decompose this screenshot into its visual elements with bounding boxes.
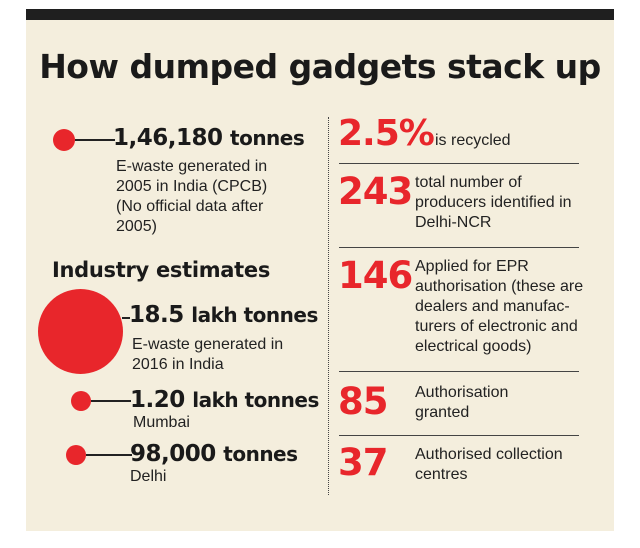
- cpcb-dot: [53, 129, 75, 151]
- india2016-description: E-waste generated in 2016 in India: [132, 335, 283, 375]
- epr-desc-line: turers of electronic and: [415, 318, 578, 335]
- mumbai-description: Mumbai: [133, 414, 190, 431]
- india2016-value: 18.5: [129, 302, 184, 328]
- producers-desc-line: producers identified in: [415, 194, 572, 211]
- epr-desc-line: Applied for EPR: [415, 258, 529, 275]
- mumbai-value: 1.20: [130, 387, 185, 413]
- producers-description: total number of producers identified in …: [415, 173, 572, 233]
- centres-stat: 37: [338, 441, 388, 484]
- india2016-leader: [122, 317, 130, 319]
- epr-desc-line: dealers and manufac-: [415, 298, 570, 315]
- cpcb-unit: tonnes: [230, 126, 305, 150]
- producers-desc-line: Delhi-NCR: [415, 214, 492, 231]
- india2016-dot: [38, 289, 123, 374]
- industry-estimates-heading: Industry estimates: [52, 258, 271, 282]
- epr-desc-line: authorisation (these are: [415, 278, 584, 295]
- delhi-figure: 98,000 tonnes: [130, 441, 298, 467]
- delhi-leader: [86, 454, 132, 456]
- centres-desc-line: Authorised collection: [415, 446, 563, 463]
- cpcb-figure: 1,46,180 tonnes: [113, 125, 305, 151]
- delhi-value: 98,000: [130, 441, 216, 467]
- granted-desc-line: Authorisation: [415, 384, 509, 401]
- granted-stat: 85: [338, 380, 388, 423]
- cpcb-desc-line: E-waste generated in: [116, 158, 268, 175]
- delhi-dot: [66, 445, 86, 465]
- granted-desc-line: granted: [415, 404, 470, 421]
- row-rule: [339, 163, 579, 164]
- cpcb-desc-line: 2005): [116, 218, 157, 235]
- recycled-stat: 2.5%: [338, 113, 435, 154]
- recycled-description: is recycled: [435, 132, 511, 149]
- granted-description: Authorisation granted: [415, 383, 508, 423]
- india2016-desc-line: 2016 in India: [132, 356, 224, 373]
- mumbai-figure: 1.20 lakh tonnes: [130, 387, 319, 413]
- india2016-figure: 18.5 lakh tonnes: [129, 302, 318, 328]
- cpcb-value: 1,46,180: [113, 125, 223, 151]
- infographic-card: How dumped gadgets stack up 1,46,180 ton…: [26, 9, 614, 531]
- producers-stat: 243: [338, 170, 413, 213]
- producers-desc-line: total number of: [415, 174, 522, 191]
- mumbai-unit: lakh tonnes: [192, 388, 319, 412]
- row-rule: [339, 247, 579, 248]
- cpcb-desc-line: (No official data after: [116, 198, 264, 215]
- centres-description: Authorised collection centres: [415, 445, 563, 485]
- epr-desc-line: electrical goods): [415, 338, 532, 355]
- cpcb-desc-line: 2005 in India (CPCB): [116, 178, 268, 195]
- india2016-desc-line: E-waste generated in: [132, 336, 284, 353]
- infographic-title: How dumped gadgets stack up: [39, 47, 601, 86]
- column-divider: [328, 117, 329, 495]
- india2016-unit: lakh tonnes: [191, 303, 318, 327]
- centres-desc-line: centres: [415, 466, 468, 483]
- delhi-unit: tonnes: [223, 442, 298, 466]
- delhi-description: Delhi: [130, 468, 167, 485]
- mumbai-dot: [71, 391, 91, 411]
- row-rule: [339, 371, 579, 372]
- mumbai-leader: [91, 400, 131, 402]
- cpcb-leader: [75, 139, 115, 141]
- epr-stat: 146: [338, 254, 413, 297]
- row-rule: [339, 435, 579, 436]
- cpcb-description: E-waste generated in 2005 in India (CPCB…: [116, 157, 267, 237]
- epr-description: Applied for EPR authorisation (these are…: [415, 257, 583, 357]
- top-bar: [26, 9, 614, 20]
